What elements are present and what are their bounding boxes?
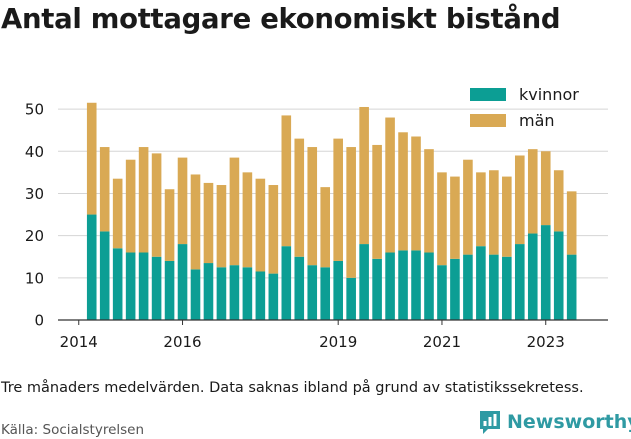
bar-kvinnor	[151, 256, 162, 320]
bar-man	[359, 106, 369, 245]
bar-kvinnor	[398, 250, 408, 320]
bar-kvinnor	[242, 267, 253, 320]
bar-man	[86, 102, 97, 215]
bar-kvinnor	[307, 265, 318, 320]
bar-man	[424, 149, 434, 253]
legend-swatch-man	[470, 114, 506, 127]
y-tick-label: 40	[25, 143, 44, 161]
bar-man	[203, 182, 214, 264]
bar-man	[411, 136, 421, 251]
bar-man	[333, 138, 343, 261]
bar-man	[320, 187, 331, 268]
bar-kvinnor	[514, 244, 525, 320]
bar-kvinnor	[346, 277, 356, 320]
bar-kvinnor	[268, 273, 279, 320]
bar-kvinnor	[333, 260, 343, 320]
bar-kvinnor	[112, 248, 123, 320]
bar-kvinnor	[359, 244, 369, 320]
x-tick-label: 2023	[527, 333, 565, 351]
bar-kvinnor	[190, 269, 201, 320]
bar-kvinnor	[502, 256, 512, 320]
bar-man	[553, 170, 564, 232]
bar-kvinnor	[125, 252, 136, 320]
legend-label: män	[519, 111, 555, 130]
bar-man	[164, 189, 175, 261]
bar-kvinnor	[372, 258, 382, 320]
y-tick-label: 30	[25, 185, 44, 203]
bar-kvinnor	[229, 265, 240, 320]
bar-man	[294, 138, 305, 257]
bar-man	[463, 159, 473, 255]
bar-man	[514, 155, 525, 245]
bar-kvinnor	[411, 250, 421, 320]
bar-man	[268, 185, 279, 274]
bar-man	[190, 174, 201, 270]
bar-kvinnor	[527, 233, 538, 320]
bar-kvinnor	[463, 254, 473, 320]
brand-logo[interactable]: Newsworthy	[478, 409, 631, 435]
source-label: Källa: Socialstyrelsen	[1, 422, 145, 438]
bar-kvinnor	[138, 252, 149, 320]
bar-man	[450, 176, 460, 259]
legend-swatch-kvinnor	[470, 88, 506, 101]
bar-kvinnor	[450, 258, 460, 320]
bar-man	[242, 172, 253, 268]
bar-kvinnor	[566, 254, 577, 320]
x-tick-label: 2021	[423, 333, 461, 351]
bar-kvinnor	[255, 271, 266, 320]
bar-man	[281, 115, 292, 247]
bar-kvinnor	[177, 244, 188, 320]
bar-man	[385, 117, 395, 253]
bar-kvinnor	[294, 256, 305, 320]
bar-man	[346, 147, 356, 278]
bar-kvinnor	[86, 214, 97, 320]
x-tick-label: 2014	[60, 333, 98, 351]
bar-man	[372, 144, 382, 259]
bar-kvinnor	[320, 267, 331, 320]
bar-man	[138, 147, 149, 253]
bar-kvinnor	[385, 252, 395, 320]
legend-label: kvinnor	[519, 85, 579, 104]
brand-name: Newsworthy	[507, 411, 631, 433]
bar-kvinnor	[203, 263, 214, 320]
bar-man	[437, 172, 447, 266]
bar-man	[502, 176, 512, 257]
bar-kvinnor	[489, 254, 499, 320]
bar-kvinnor	[540, 225, 551, 320]
bar-man	[566, 191, 577, 255]
bar-man	[125, 159, 136, 253]
bar-man	[255, 178, 266, 272]
x-tick-label: 2016	[163, 333, 201, 351]
bar-kvinnor	[216, 267, 227, 320]
bar-man	[540, 151, 551, 226]
bar-man	[151, 153, 162, 257]
bar-man	[527, 149, 538, 234]
bar-kvinnor	[281, 246, 292, 320]
chart-note: Tre månaders medelvärden. Data saknas ib…	[1, 380, 584, 396]
chart-title: Antal mottagare ekonomiskt bistånd	[1, 3, 561, 35]
bar-man	[99, 147, 110, 232]
bar-man	[177, 157, 188, 245]
y-tick-label: 0	[34, 312, 44, 330]
y-tick-label: 50	[25, 101, 44, 119]
y-tick-label: 20	[25, 227, 44, 245]
newsworthy-icon	[480, 411, 500, 434]
bar-kvinnor	[99, 231, 110, 320]
bar-man	[229, 157, 240, 266]
x-tick-label: 2019	[319, 333, 357, 351]
bar-man	[398, 132, 408, 251]
bar-man	[476, 172, 486, 247]
bar-kvinnor	[553, 231, 564, 320]
bar-man	[112, 178, 123, 249]
bar-kvinnor	[424, 252, 434, 320]
bar-man	[307, 147, 318, 266]
bar-man	[216, 185, 227, 268]
bar-man	[489, 170, 499, 255]
bar-kvinnor	[437, 265, 447, 320]
y-tick-label: 10	[25, 269, 44, 287]
bar-kvinnor	[164, 260, 175, 320]
bar-kvinnor	[476, 246, 486, 320]
